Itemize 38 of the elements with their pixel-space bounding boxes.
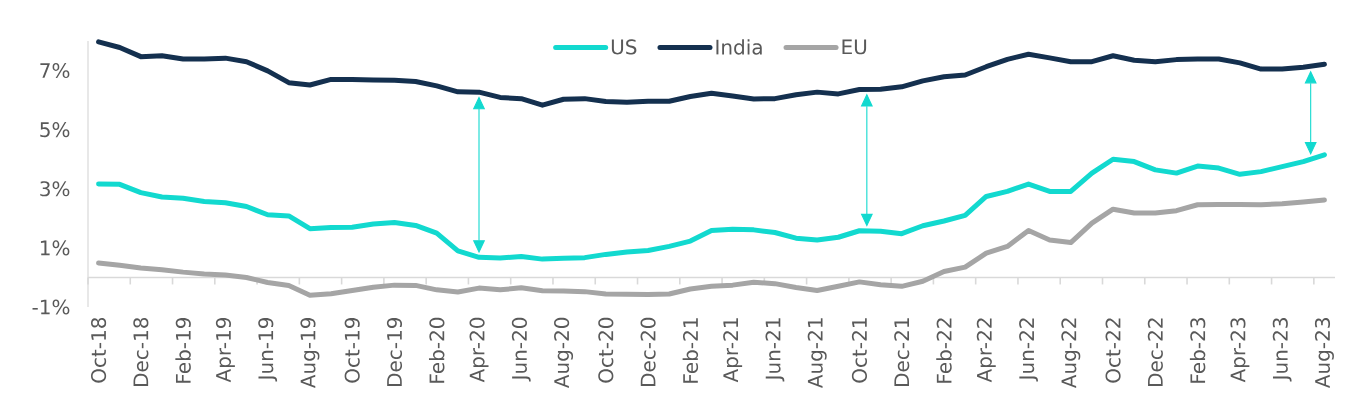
legend-label: India <box>716 39 762 55</box>
x-tick-label: Apr-19 <box>215 317 235 383</box>
x-tick-label: Apr-21 <box>723 318 743 383</box>
x-tick-label: Oct-21 <box>851 318 867 383</box>
x-tick-label: Dec-18 <box>133 317 149 386</box>
x-tick-label: Oct-18 <box>91 317 107 383</box>
x-tick-label: Jun-22 <box>1019 318 1038 382</box>
x-tick-label: Aug-19 <box>300 317 320 389</box>
x-tick-label: Aug-23 <box>1314 318 1334 389</box>
y-tick-label: 3% <box>40 181 70 197</box>
x-tick-label: Oct-19 <box>344 317 360 383</box>
legend-label: US <box>611 39 637 55</box>
x-tick-label: Dec-20 <box>640 317 656 386</box>
x-tick-label: Oct-22 <box>1105 318 1121 383</box>
x-tick-label: Dec-19 <box>386 317 403 386</box>
y-tick-label: -1% <box>32 299 70 315</box>
y-tick-label: 7% <box>40 62 70 79</box>
y-tick-label: 1% <box>40 240 70 256</box>
x-tick-label: Dec-22 <box>1147 318 1163 386</box>
x-tick-label: Aug-20 <box>554 317 574 389</box>
x-tick-label: Jun-23 <box>1272 318 1292 382</box>
x-tick-label: Feb-22 <box>936 318 952 383</box>
x-tick-label: Aug-22 <box>1061 318 1081 389</box>
x-tick-label: Oct-20 <box>598 317 614 383</box>
x-tick-label: Feb-19 <box>175 317 191 383</box>
x-tick-label: Dec-21 <box>894 318 910 386</box>
x-tick-label: Jun-19 <box>258 317 278 382</box>
x-tick-label: Apr-23 <box>1230 318 1250 383</box>
x-tick-label: Aug-21 <box>807 318 827 389</box>
x-tick-label: Apr-20 <box>469 317 489 383</box>
x-tick-label: Jun-20 <box>511 317 531 382</box>
x-tick-label: Feb-21 <box>682 318 699 383</box>
x-tick-label: Apr-22 <box>976 318 996 383</box>
x-tick-label: Feb-20 <box>428 317 445 383</box>
legend-label: EU <box>842 39 867 55</box>
x-tick-label: Jun-21 <box>765 318 785 382</box>
x-tick-label: Feb-23 <box>1189 318 1206 383</box>
y-tick-label: 5% <box>40 122 70 138</box>
